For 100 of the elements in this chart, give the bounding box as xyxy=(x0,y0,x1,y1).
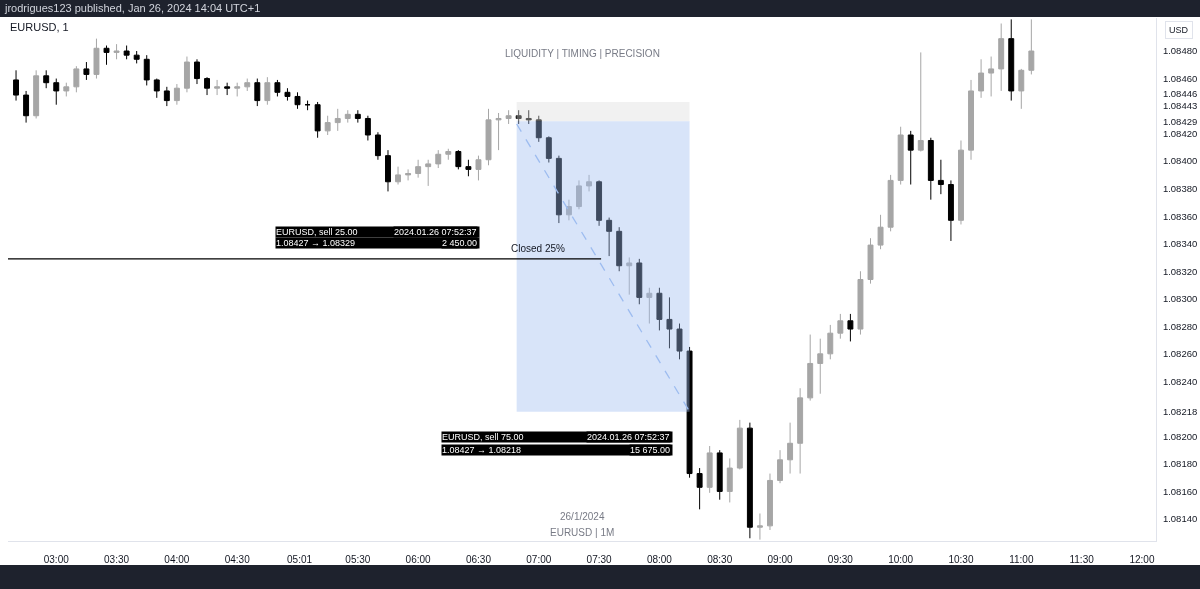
y-tick-label: 1.08446 xyxy=(1162,88,1198,100)
annotation: 2024.01.26 07:52:37 xyxy=(587,432,670,442)
candlestick xyxy=(374,131,381,161)
x-tick-label: 09:30 xyxy=(827,554,854,565)
y-tick-label: 1.08180 xyxy=(1162,458,1198,470)
candlestick xyxy=(475,155,482,181)
y-tick-label: 1.08200 xyxy=(1162,430,1198,442)
annotation: 2024.01.26 07:52:37 xyxy=(394,227,477,237)
x-tick-label: 06:30 xyxy=(465,554,492,565)
y-tick-label: 1.08480 xyxy=(1162,45,1198,57)
candlestick xyxy=(907,130,914,186)
text: LIQUIDITY | TIMING | PRECISION xyxy=(505,48,660,59)
candlestick xyxy=(264,76,271,106)
candlestick xyxy=(13,69,19,102)
candlestick xyxy=(194,58,200,85)
candlestick xyxy=(676,323,683,360)
candlestick xyxy=(113,43,120,60)
x-tick-label: 12:00 xyxy=(1129,554,1155,565)
x-tick-label: 10:30 xyxy=(948,554,974,565)
candlestick xyxy=(304,100,311,111)
x-tick-label: 05:30 xyxy=(345,554,371,565)
candlestick xyxy=(857,270,864,336)
candlestick xyxy=(787,422,794,475)
y-tick-label: 1.08340 xyxy=(1162,238,1198,250)
candlestick xyxy=(103,45,110,66)
y-tick-label: 1.08140 xyxy=(1162,513,1198,525)
candlestick xyxy=(706,445,713,494)
candlestick xyxy=(505,109,512,125)
candlestick xyxy=(746,422,753,539)
candlestick xyxy=(133,50,140,64)
candlestick xyxy=(43,69,50,89)
candlestick xyxy=(827,324,834,360)
candlestick xyxy=(274,79,281,97)
candlestick xyxy=(666,296,673,349)
candlestick xyxy=(978,58,985,99)
candlestick xyxy=(626,256,633,296)
candlestick xyxy=(334,108,341,132)
candlestick xyxy=(385,149,391,192)
candlestick xyxy=(425,159,432,187)
candlestick xyxy=(797,387,804,475)
candlestick xyxy=(143,54,150,86)
x-tick-label: 10:00 xyxy=(888,554,914,565)
annotation: EURUSD, sell 25.00 xyxy=(276,227,358,237)
candlestick xyxy=(1008,18,1015,102)
x-tick-label: 09:00 xyxy=(767,554,793,565)
annotation: 1.08427 → 1.08329 xyxy=(276,238,356,248)
candlestick xyxy=(294,91,301,110)
candlestick xyxy=(817,338,824,395)
x-tick-label: 11:30 xyxy=(1069,554,1095,565)
candlestick xyxy=(173,83,180,106)
y-tick-label: 1.08320 xyxy=(1162,265,1198,277)
candlestick xyxy=(435,149,442,169)
candlestick xyxy=(284,87,291,102)
y-tick-label: 1.08160 xyxy=(1162,485,1198,497)
y-tick-label: 1.08443 xyxy=(1162,100,1198,112)
annotation: Closed 25% xyxy=(511,243,566,254)
candlestick xyxy=(736,419,743,470)
annotation: 15 675.00 xyxy=(630,445,671,455)
x-tick-label: 11:00 xyxy=(1009,554,1034,565)
candlestick xyxy=(23,90,30,124)
candlestick xyxy=(877,214,884,250)
candlestick xyxy=(254,78,261,107)
candlestick xyxy=(83,61,90,81)
candlestick xyxy=(525,109,532,125)
y-tick-label: 1.08240 xyxy=(1162,375,1198,387)
candlestick xyxy=(495,112,502,151)
x-tick-label: 04:30 xyxy=(224,554,251,565)
candlestick xyxy=(646,287,653,325)
candlestick xyxy=(756,512,763,541)
y-tick-label: 1.08218 xyxy=(1162,405,1198,417)
x-tick-label: 04:00 xyxy=(164,554,190,565)
candlestick xyxy=(767,473,773,531)
y-tick-label: 1.08360 xyxy=(1162,210,1198,222)
y-tick-label: 1.08429 xyxy=(1162,115,1198,127)
y-tick-label: 1.08460 xyxy=(1162,72,1198,84)
candlestick xyxy=(224,82,231,96)
candlestick xyxy=(415,159,422,179)
x-tick-label: 06:00 xyxy=(405,554,432,565)
text: jrodrigues123 published, Jan 26, 2024 14:04 UTC+1 xyxy=(3,1,261,16)
x-tick-label: 07:30 xyxy=(586,554,613,565)
candlestick xyxy=(837,313,844,340)
candlestick xyxy=(53,78,60,106)
candlestick xyxy=(1028,18,1035,75)
candlestick xyxy=(686,346,693,479)
candlestick xyxy=(958,139,964,225)
candlestick xyxy=(807,334,814,402)
candlestick xyxy=(234,82,241,97)
candlestick xyxy=(847,313,854,342)
y-tick-label: 1.08260 xyxy=(1162,348,1198,360)
annotation: EURUSD, sell 75.00 xyxy=(442,432,524,442)
chart-title: EURUSD, 1 xyxy=(10,20,69,33)
x-tick-label: 08:00 xyxy=(646,554,673,565)
y-tick-label: 1.08300 xyxy=(1162,293,1198,305)
candlestick xyxy=(73,65,80,93)
candlestick xyxy=(887,174,894,232)
candlestick xyxy=(33,69,40,119)
candlestick xyxy=(183,56,190,93)
candlestick xyxy=(988,56,995,97)
candlestick xyxy=(163,86,170,107)
x-tick-label: 08:30 xyxy=(707,554,733,565)
